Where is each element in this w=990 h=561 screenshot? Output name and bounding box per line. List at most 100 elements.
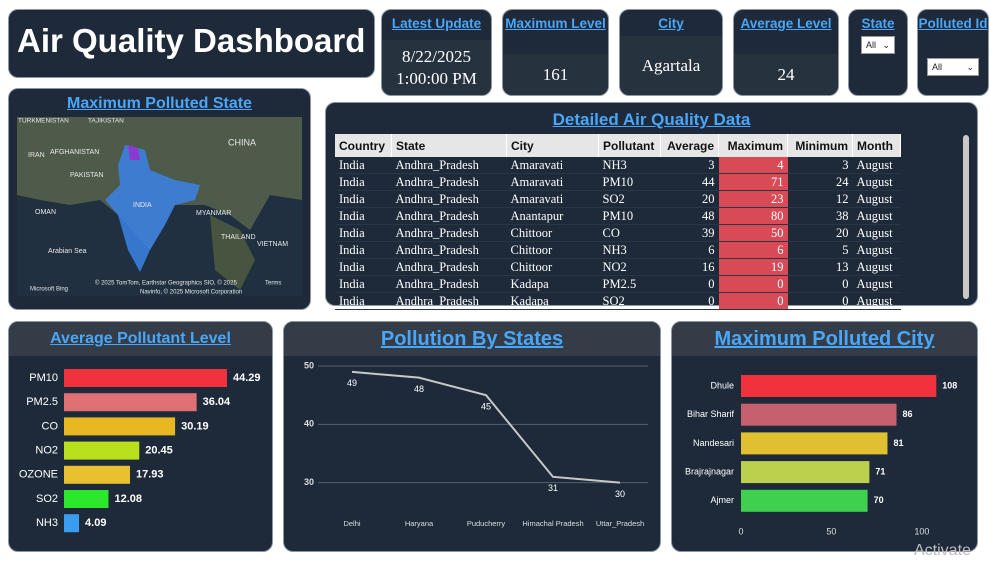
table-cell: 16 [660,258,719,276]
column-header: Average [660,134,719,157]
table-cell: 0 [718,292,788,310]
table-cell: Andhra_Pradesh [391,224,507,242]
column-header: State [391,134,507,157]
dropdown-value: All [866,40,877,50]
card: Maximum Level 161 [502,9,609,96]
table-cell: India [335,292,392,310]
table-cell: Andhra_Pradesh [391,241,507,259]
table-cell: August [852,173,901,191]
card-label[interactable]: Average Level [740,16,832,31]
table-cell: 80 [718,207,788,225]
table-cell: August [852,292,901,310]
table-cell: Andhra_Pradesh [391,173,507,191]
card: Average Level 24 [733,9,839,96]
table-cell: Amaravati [506,190,599,208]
table-row: India Andhra_Pradesh Amaravati SO2 20 23 12 Aug… [335,190,901,208]
table-cell: Amaravati [506,157,599,174]
chart-header [9,322,272,356]
table-cell: August [852,258,901,276]
header-row: Country State City Pollutant Average Maximum M… [335,134,901,157]
card-date: 8/22/2025 [402,46,471,66]
chart-header [284,322,660,356]
table-cell: 44 [660,173,719,191]
chart-title: Pollution By States [380,328,564,350]
table-cell: August [852,190,901,208]
chart-panel: Pollution By States [283,321,661,552]
chart-title: Average Pollutant Level [50,330,231,347]
table-cell: PM2.5 [598,275,661,293]
table-row: India Andhra_Pradesh Anantapur PM10 48 80 38 Au… [335,207,901,225]
table-cell: August [852,157,901,174]
table-cell: 13 [787,258,853,276]
table-cell: August [852,224,901,242]
table-cell: India [335,190,392,208]
dashboard-title: Air Quality Dashboard [17,22,366,59]
column-header: Country [335,134,392,157]
table-cell: CO [598,224,661,242]
dropdown[interactable]: All ⌄ [861,36,895,54]
table-cell: 5 [787,241,853,259]
filter: Polluted Id All ⌄ [917,9,989,96]
table-cell: 4 [718,157,788,174]
table-cell: Kadapa [506,275,599,293]
table-cell: 39 [660,224,719,242]
table-cell: India [335,173,392,191]
filter: State All ⌄ [848,9,908,96]
filter-label: State [861,16,895,31]
chart-header [672,322,977,356]
map-panel: Maximum Polluted State [8,88,311,310]
dropdown[interactable]: All ⌄ [927,58,979,76]
chart-panel: Maximum Polluted City [671,321,978,552]
table-cell: Kadapa [506,292,599,310]
table-cell: Chittoor [506,258,599,276]
table-row: India Andhra_Pradesh Chittoor NO2 16 19 13 Augu… [335,258,901,276]
table-row: India Andhra_Pradesh Chittoor NH3 6 6 5 August [335,241,901,259]
table-cell: NH3 [598,157,661,174]
dropdown-arrow: ⌄ [882,39,890,50]
scrollbar[interactable] [963,135,969,299]
table-cell: 6 [718,241,788,259]
table-cell: PM10 [598,173,661,191]
card-label[interactable]: Maximum Level [505,16,606,31]
table-cell: Anantapur [506,207,599,225]
table-cell: India [335,275,392,293]
table-cell: Andhra_Pradesh [391,275,507,293]
table-cell: 38 [787,207,853,225]
table-cell: Andhra_Pradesh [391,190,507,208]
card-city: Agartala [641,55,701,75]
table-row: India Andhra_Pradesh Kadapa SO2 0 0 0 August [335,292,901,310]
table-cell: 0 [660,292,719,310]
card-value: 161 [503,54,608,95]
table-cell: India [335,258,392,276]
title-panel: Air Quality Dashboard [8,9,375,78]
table-cell: August [852,241,901,259]
chart-panel: Average Pollutant Level [8,321,273,552]
column-header: Maximum [718,134,788,157]
card-label[interactable]: Latest Update [391,16,482,31]
table-cell: 20 [787,224,853,242]
table-cell: Andhra_Pradesh [391,207,507,225]
table-cell: August [852,207,901,225]
table-cell: India [335,207,392,225]
card: City Agartala [619,9,723,96]
table-cell: 12 [787,190,853,208]
table-row: India Andhra_Pradesh Amaravati NH3 3 4 3 August [335,157,901,174]
column-header: Minimum [787,134,853,157]
card-value: 24 [734,54,838,95]
table-cell: 50 [718,224,788,242]
table-cell: Chittoor [506,241,599,259]
table-cell: Andhra_Pradesh [391,258,507,276]
watermark: Activate [914,542,971,559]
chart-title: Maximum Polluted City [714,328,935,350]
table-cell: 71 [718,173,788,191]
data-table: Country State City Pollutant Average Maximum M… [335,134,901,310]
map-title: Maximum Polluted State [67,95,252,112]
table-cell: August [852,275,901,293]
table-cell: 0 [718,275,788,293]
card-label[interactable]: City [658,16,684,31]
table-cell: SO2 [598,190,661,208]
table-cell: 0 [787,292,853,310]
card-value: 8/22/2025 1:00:00 PM [382,40,491,95]
card-number: 161 [542,64,569,84]
